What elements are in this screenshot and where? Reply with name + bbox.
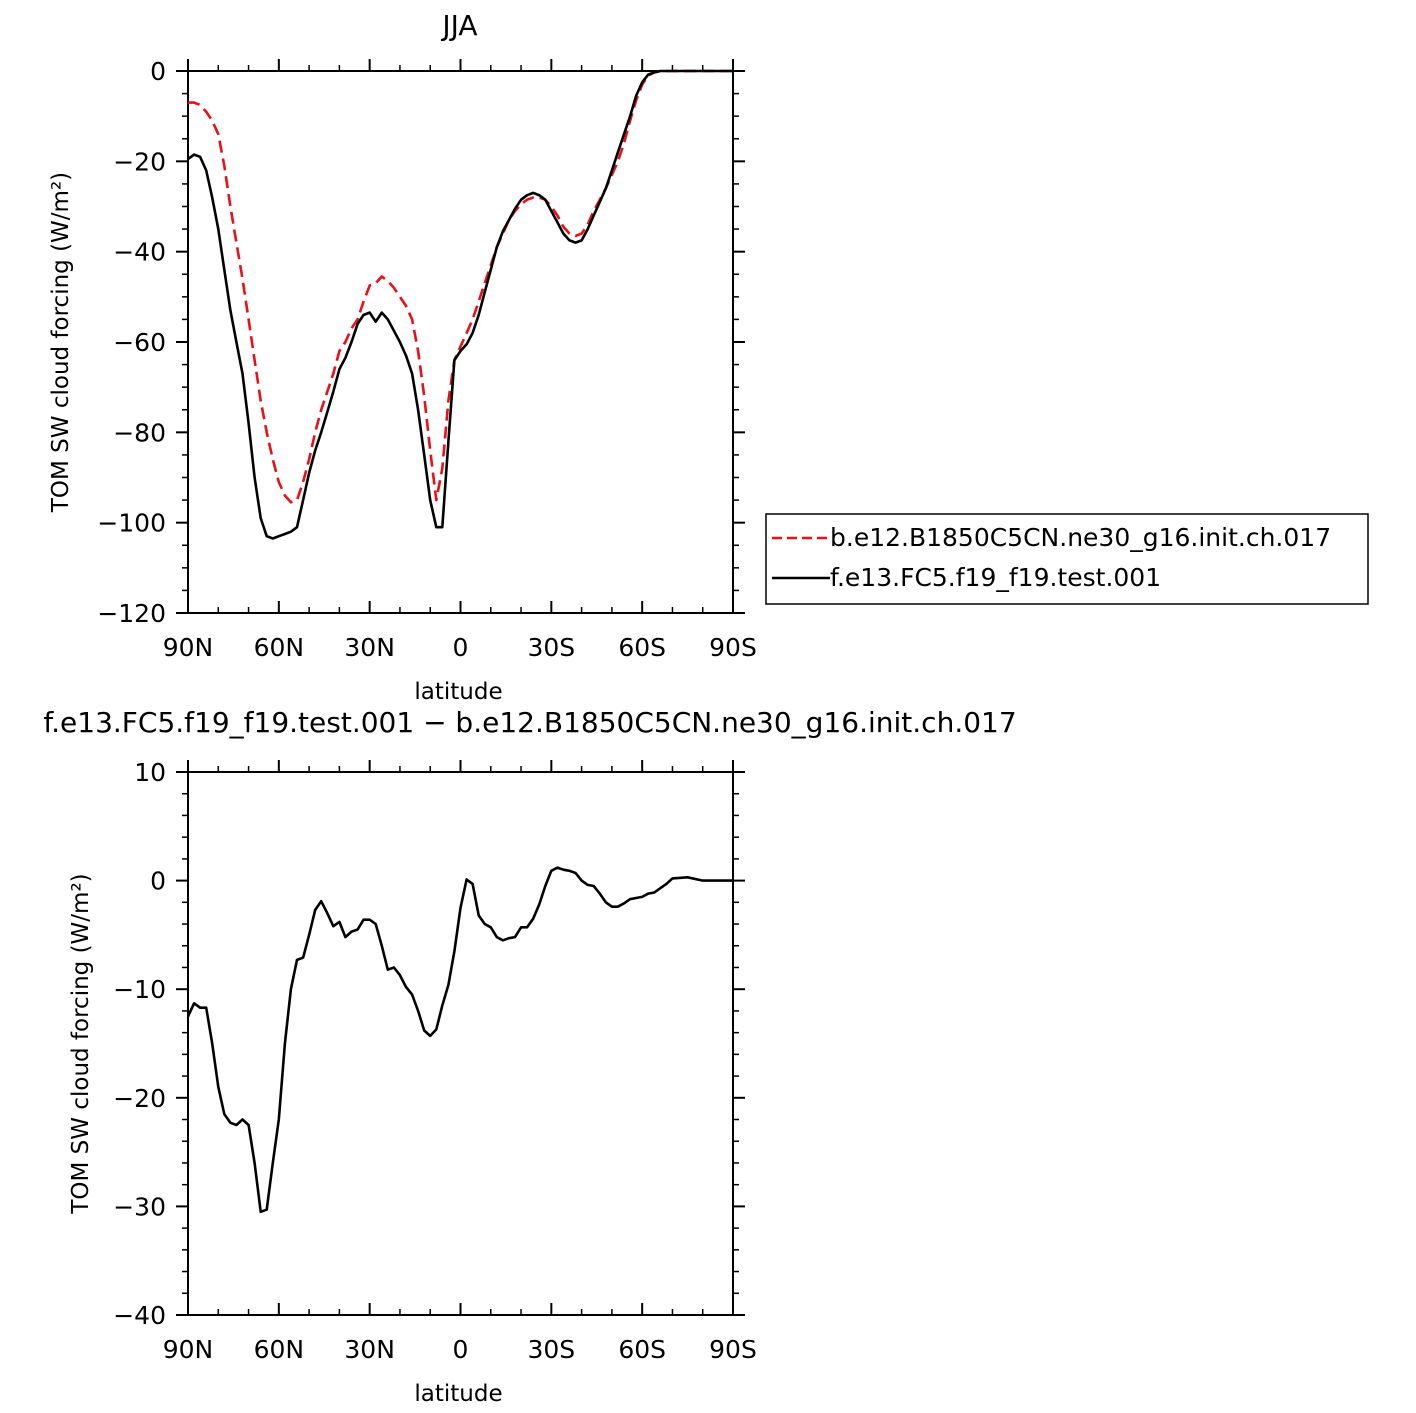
top-xlabel: latitude <box>414 679 502 705</box>
legend-box <box>765 513 1369 605</box>
bottom-panel: f.e13.FC5.f19_f19.test.001 − b.e12.B1850… <box>43 706 1016 1407</box>
bottom-series-line-1 <box>186 866 733 1214</box>
bottom-xlabel: latitude <box>414 1381 502 1407</box>
legend-label-f-e13: f.e13.FC5.f19_f19.test.001 <box>830 563 1161 592</box>
top-xtick-label: 90N <box>163 633 214 662</box>
top-ytick-label: −100 <box>97 509 166 538</box>
top-ytick-label: −20 <box>113 147 166 176</box>
bottom-xtick-label: 90S <box>709 1335 757 1364</box>
bottom-ytick-label: −20 <box>113 1084 166 1113</box>
top-plot-frame <box>187 70 734 614</box>
top-xtick-label: 30S <box>527 633 575 662</box>
top-ytick-label: −40 <box>113 238 166 267</box>
top-xtick-label: 0 <box>453 633 469 662</box>
top-ylabel: TOM SW cloud forcing (W/m²) <box>48 172 74 513</box>
top-plot-area: 90N 60N 30N 0 30S 60S 90S 0 −20 −40 −60 −80 −100 −120… <box>48 57 757 705</box>
legend-label-b-e12: b.e12.B1850C5CN.ne30_g16.init.ch.017 <box>830 523 1331 552</box>
legend: b.e12.B1850C5CN.ne30_g16.init.ch.017 f.e… <box>765 513 1369 605</box>
top-panel: JJA 90N 60N 30N 0 30S 60S 90S 0 −20 −40 −60 −80 −100… <box>48 9 757 705</box>
bottom-ylabel: TOM SW cloud forcing (W/m²) <box>68 873 94 1214</box>
bottom-xtick-label: 30N <box>344 1335 395 1364</box>
bottom-ytick-label: 10 <box>134 758 166 787</box>
bottom-xtick-label: 0 <box>453 1335 469 1364</box>
bottom-plot-title: f.e13.FC5.f19_f19.test.001 − b.e12.B1850… <box>43 706 1016 739</box>
bottom-xtick-label: 60S <box>618 1335 666 1364</box>
top-xtick-label: 60N <box>254 633 305 662</box>
top-ytick-label: −80 <box>113 418 166 447</box>
top-series-line-2 <box>187 69 733 540</box>
top-ytick-label: −120 <box>97 599 166 628</box>
top-xtick-label: 90S <box>709 633 757 662</box>
bottom-plot-frame <box>187 771 734 1316</box>
bottom-ytick-label: −10 <box>113 975 166 1004</box>
top-ytick-label: −60 <box>113 328 166 357</box>
bottom-ytick-label: −40 <box>113 1301 166 1330</box>
bottom-ytick-label: −30 <box>113 1192 166 1221</box>
bottom-xtick-label: 30S <box>527 1335 575 1364</box>
top-series-line-1 <box>188 69 733 504</box>
top-plot-title: JJA <box>440 9 477 42</box>
top-xtick-label: 60S <box>618 633 666 662</box>
top-xtick-label: 30N <box>344 633 395 662</box>
bottom-plot-area: 90N 60N 30N 0 30S 60S 90S 10 0 −10 −20 −30 −40 latitu… <box>68 758 757 1407</box>
bottom-xtick-label: 90N <box>163 1335 214 1364</box>
bottom-ytick-label: 0 <box>150 867 166 896</box>
top-ytick-label: 0 <box>150 57 166 86</box>
bottom-xtick-label: 60N <box>254 1335 305 1364</box>
